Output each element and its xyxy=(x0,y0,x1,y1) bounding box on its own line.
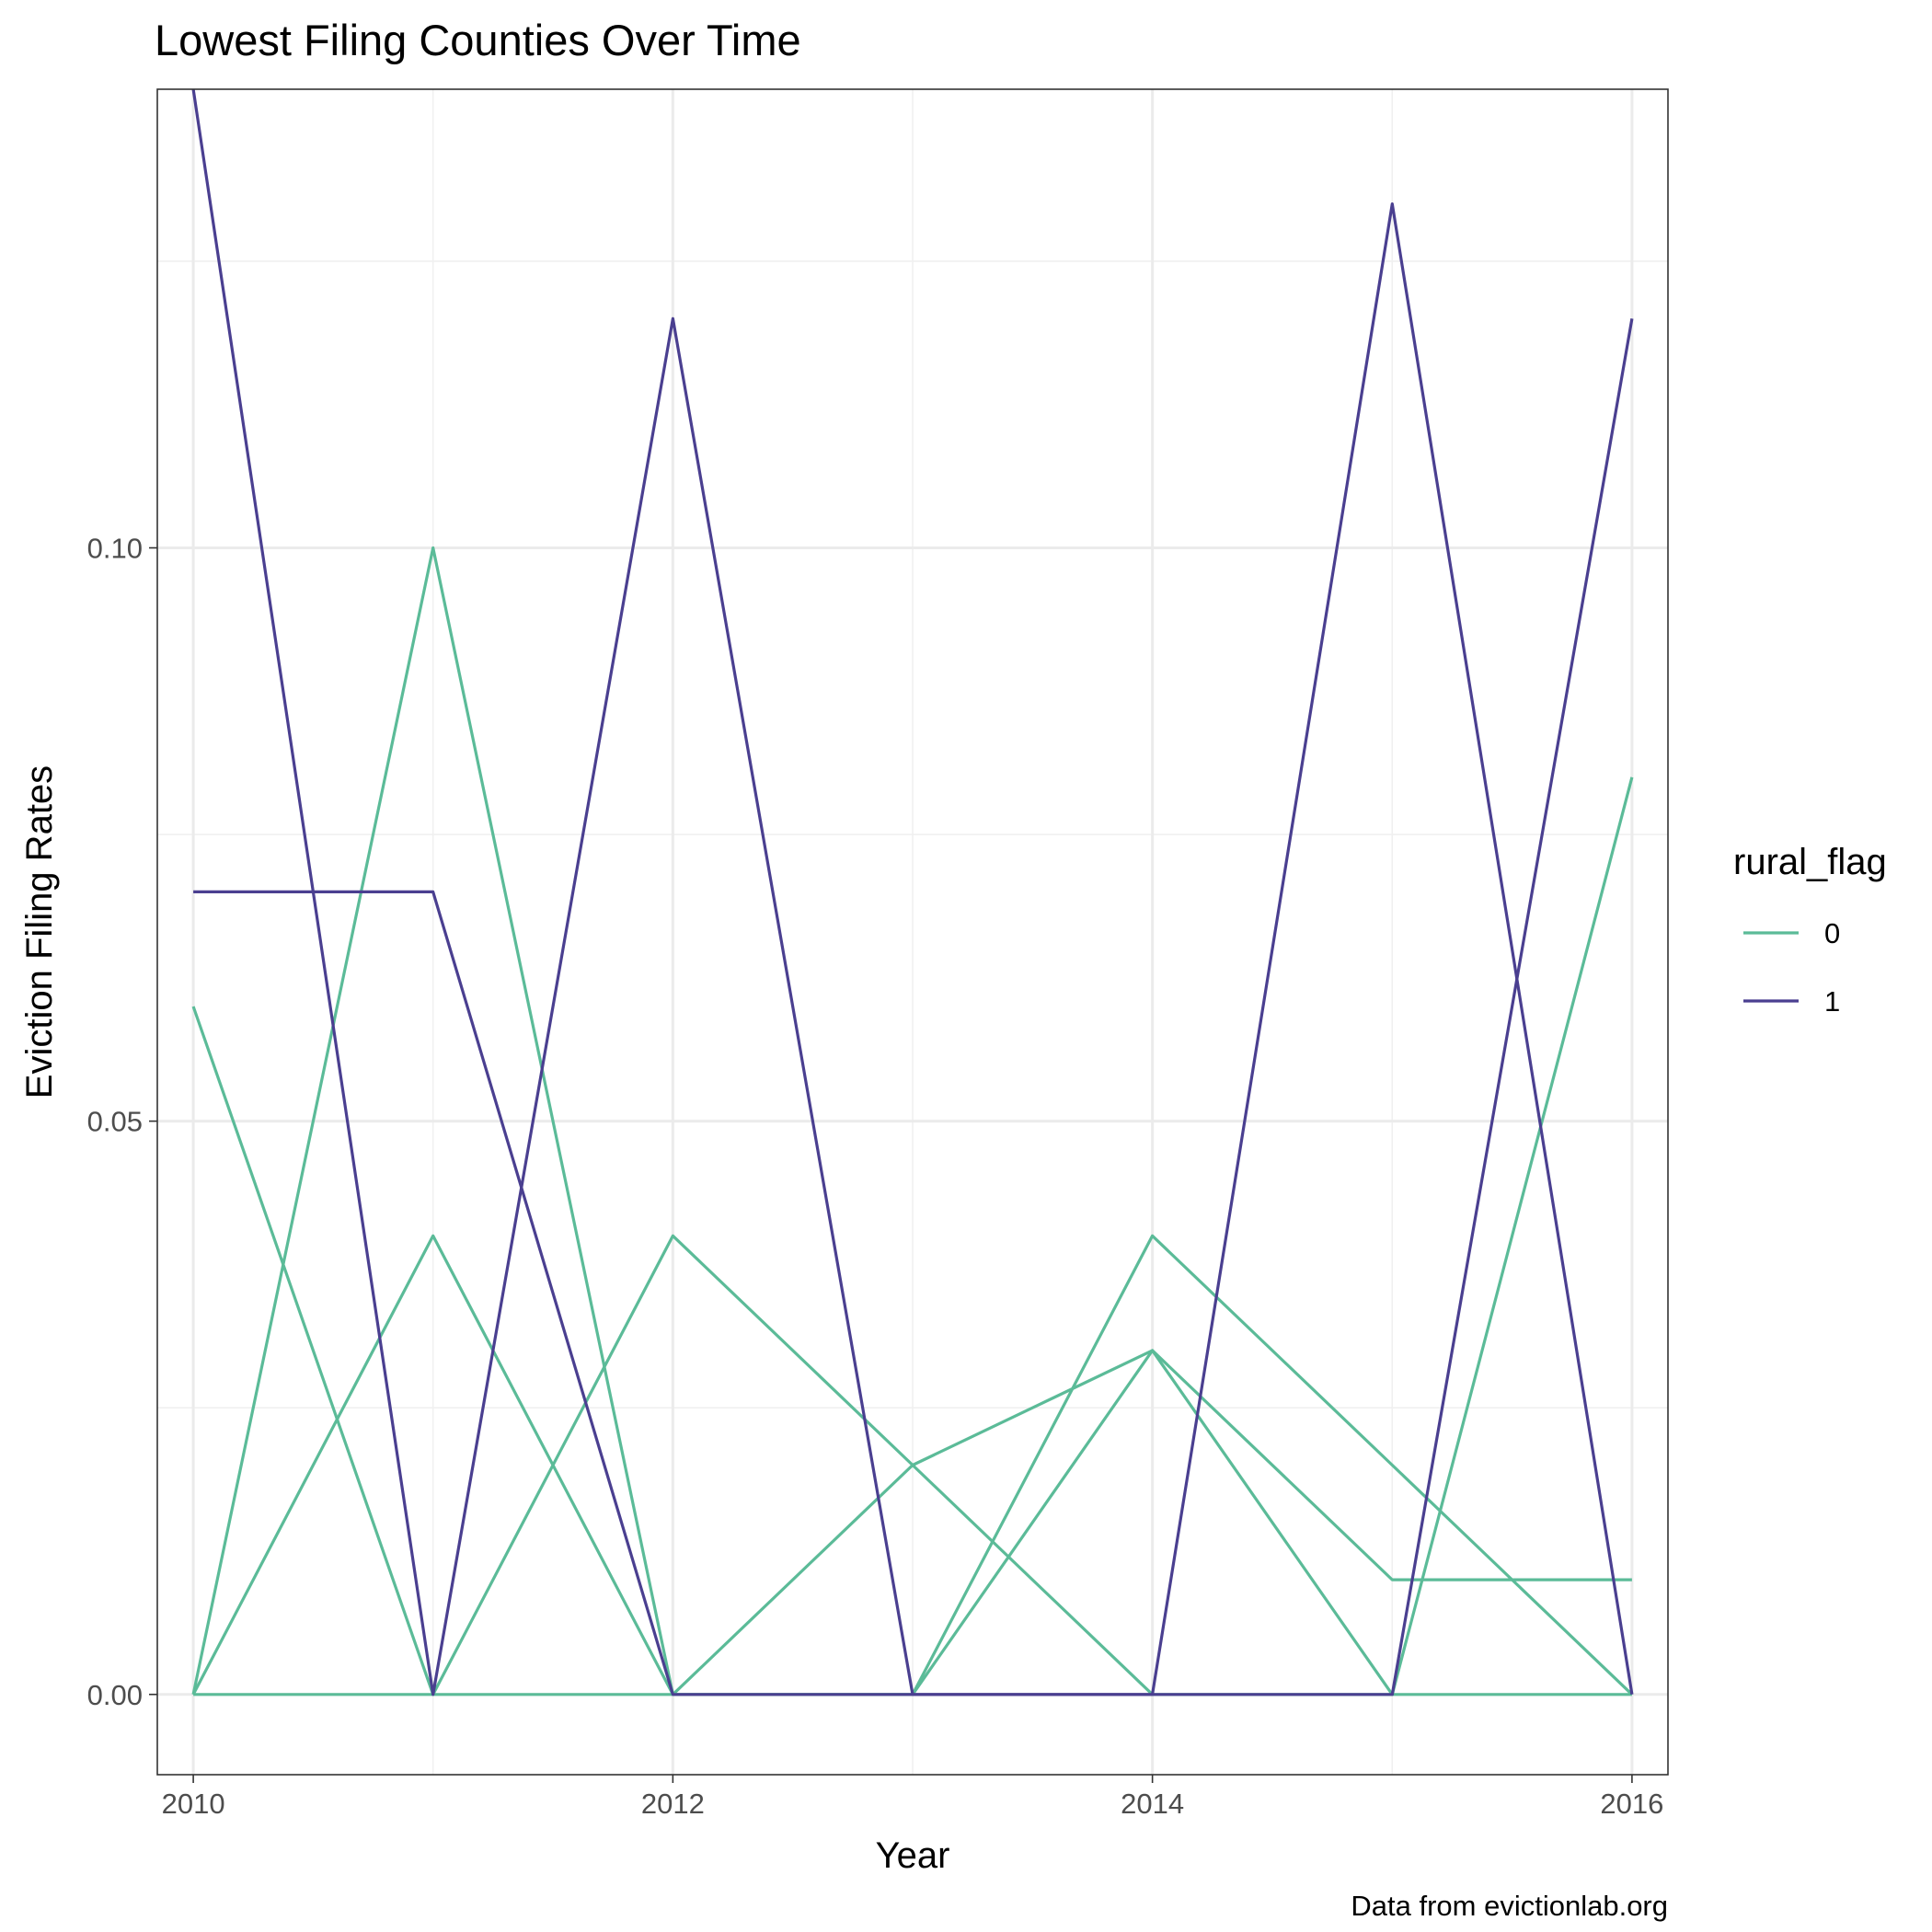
x-axis-title: Year xyxy=(876,1835,950,1876)
y-tick-label: 0.00 xyxy=(87,1679,143,1711)
series-line-group-0-2 xyxy=(191,1234,1632,1696)
y-axis-title: Eviction Filing Rates xyxy=(19,765,60,1098)
y-tick-label: 0.10 xyxy=(87,533,143,565)
series-line-group-1-5 xyxy=(193,318,1634,1696)
axes: 2010 2012 2014 2016 0.00 0.05 0.10 xyxy=(87,533,1664,1820)
legend-label-0: 0 xyxy=(1824,917,1840,949)
series-layer xyxy=(191,88,1634,1696)
x-tick-label: 2016 xyxy=(1600,1788,1663,1820)
y-tick-label: 0.05 xyxy=(87,1106,143,1138)
caption: Data from evictionlab.org xyxy=(1351,1890,1668,1922)
legend: rural_flag 0 1 xyxy=(1733,842,1887,1018)
chart-title: Lowest Filing Counties Over Time xyxy=(155,16,801,64)
x-tick-label: 2014 xyxy=(1121,1788,1184,1820)
legend-label-1: 1 xyxy=(1824,985,1840,1018)
legend-title: rural_flag xyxy=(1733,842,1887,882)
x-tick-label: 2012 xyxy=(641,1788,705,1820)
x-tick-label: 2010 xyxy=(162,1788,225,1820)
plot-border xyxy=(156,88,1669,1776)
